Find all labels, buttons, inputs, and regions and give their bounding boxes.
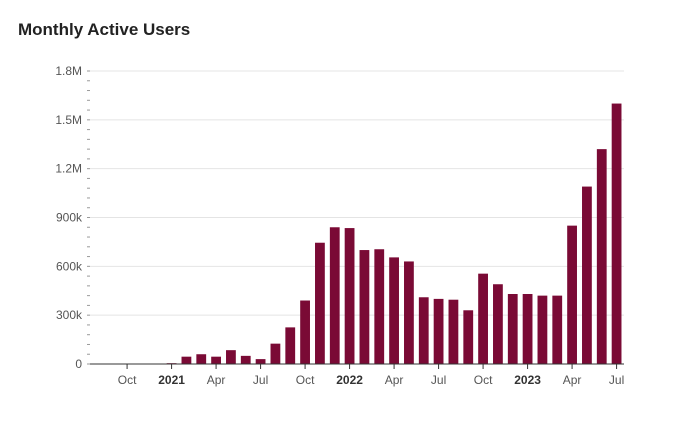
y-tick-label: 300k — [56, 308, 83, 322]
bar — [329, 227, 340, 364]
bar — [374, 249, 385, 364]
x-tick-label: 2022 — [336, 373, 363, 387]
bar — [596, 149, 607, 364]
bar — [404, 261, 414, 364]
bar — [433, 298, 444, 364]
gridlines — [90, 70, 624, 316]
bar — [522, 294, 533, 364]
y-tick-label: 900k — [56, 211, 83, 225]
x-tick-label: Jul — [253, 373, 268, 387]
x-axis-labels: Oct 2021 Apr Jul Oct 2022 Apr Jul Oct 2023 Apr Jul — [118, 364, 624, 387]
y-axis-labels: 0 300k 600k 900k 1.2M 1.5M 1.8M — [55, 64, 83, 371]
y-tick-label: 600k — [56, 259, 83, 273]
bar — [344, 228, 355, 364]
x-tick-label: Jul — [431, 373, 446, 387]
bar — [389, 257, 399, 364]
x-tick-label: Apr — [385, 373, 404, 387]
y-minor-ticks — [87, 70, 90, 365]
bar — [463, 310, 474, 364]
y-tick-label: 0 — [75, 357, 82, 371]
y-tick-label: 1.5M — [55, 113, 82, 127]
bar — [552, 295, 563, 364]
bar — [611, 103, 622, 365]
bar — [196, 354, 207, 364]
bar — [359, 250, 370, 364]
x-tick-label: Jul — [609, 373, 624, 387]
x-tick-label: Oct — [118, 373, 137, 387]
x-tick-label: Apr — [563, 373, 582, 387]
bar — [300, 300, 310, 364]
bar — [285, 327, 296, 364]
x-tick-label: 2021 — [158, 373, 185, 387]
y-tick-label: 1.2M — [55, 162, 82, 176]
x-tick-label: Oct — [296, 373, 315, 387]
bar — [255, 359, 266, 364]
bar — [537, 295, 548, 364]
bar — [567, 225, 577, 364]
x-tick-label: Oct — [474, 373, 493, 387]
bar — [493, 284, 503, 364]
bar — [226, 350, 236, 364]
bar — [582, 186, 592, 364]
x-tick-label: Apr — [207, 373, 226, 387]
bar — [270, 343, 281, 364]
bar — [181, 356, 192, 364]
bar — [507, 294, 518, 364]
chart-title: Monthly Active Users — [18, 20, 191, 39]
bar — [240, 355, 251, 364]
y-tick-label: 1.8M — [55, 64, 82, 78]
bar — [478, 273, 488, 364]
bar — [448, 299, 459, 364]
bars — [166, 103, 622, 365]
bar — [418, 297, 429, 364]
bar — [211, 356, 221, 364]
x-tick-label: 2023 — [514, 373, 541, 387]
bar — [315, 242, 325, 364]
